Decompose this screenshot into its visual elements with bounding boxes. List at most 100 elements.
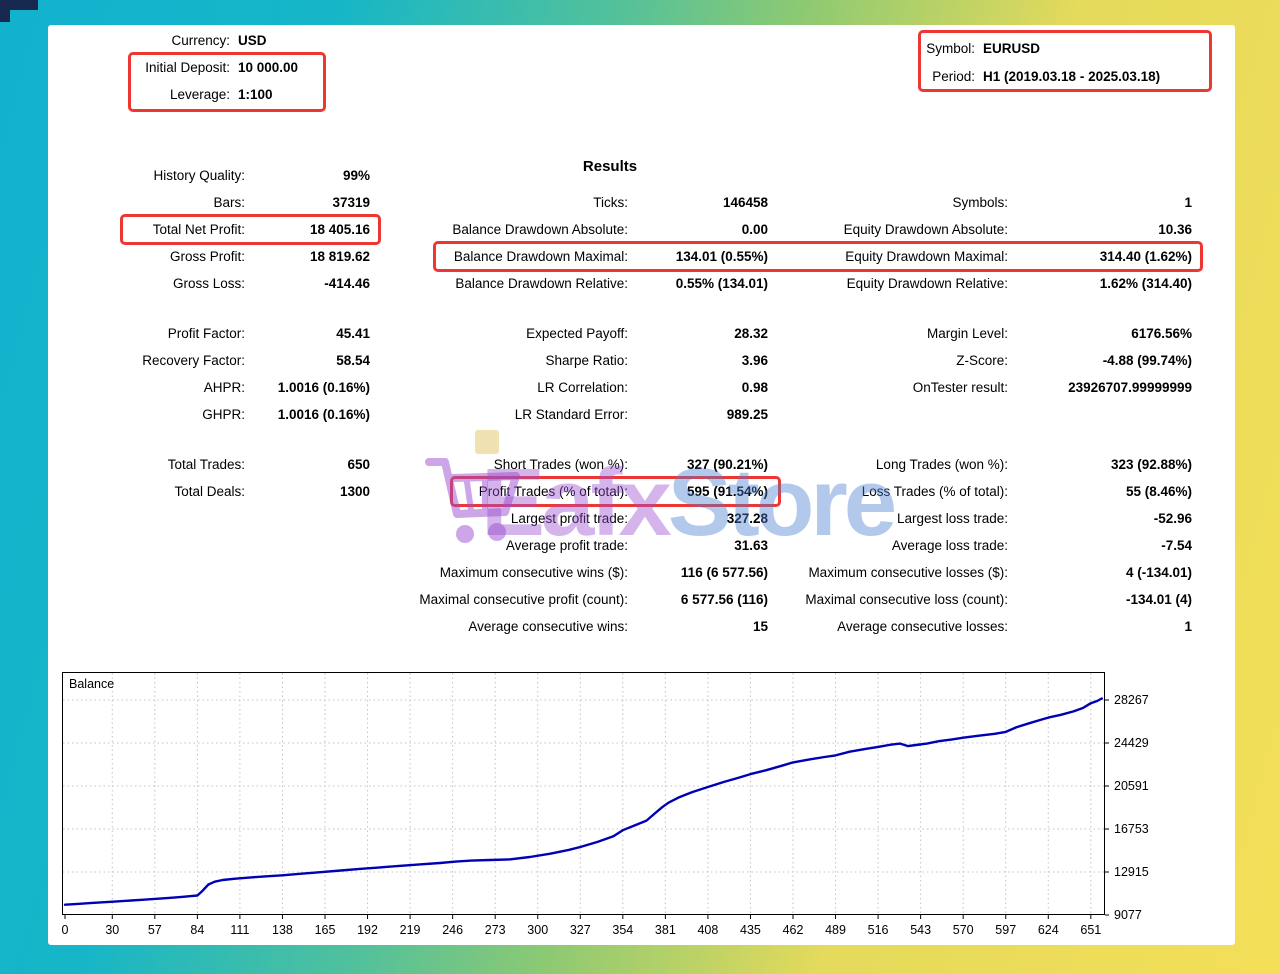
stat-label: Short Trades (won %): xyxy=(493,457,628,472)
stat-value: 1 xyxy=(1184,619,1192,634)
stat-label: OnTester result: xyxy=(912,380,1008,395)
stat-label: AHPR: xyxy=(203,380,245,395)
stat-label: Total Deals: xyxy=(174,484,245,499)
stat-label: Largest profit trade: xyxy=(510,511,628,526)
svg-text:0: 0 xyxy=(62,923,69,937)
stat-value: 6 577.56 (116) xyxy=(680,592,768,607)
stat-label: Long Trades (won %): xyxy=(875,457,1008,472)
stat-value: 58.54 xyxy=(336,353,370,368)
stats-row: Profit Factor: 45.41 Expected Payoff: 28.32… xyxy=(48,320,1235,347)
stat-label: Expected Payoff: xyxy=(526,326,628,341)
currency-value: USD xyxy=(238,33,267,48)
stat-value: 4 (-134.01) xyxy=(1125,565,1192,580)
stat-label: Equity Drawdown Maximal: xyxy=(845,249,1008,264)
stats-row: History Quality: 99% xyxy=(48,162,1235,189)
leverage-label: Leverage: xyxy=(169,87,230,102)
svg-text:273: 273 xyxy=(485,923,506,937)
svg-text:192: 192 xyxy=(357,923,378,937)
stat-label xyxy=(370,162,628,189)
svg-text:84: 84 xyxy=(190,923,204,937)
report-card: Currency: USD Initial Deposit: 10 000.00… xyxy=(48,25,1235,945)
stat-label: Gross Profit: xyxy=(169,249,245,264)
svg-text:543: 543 xyxy=(910,923,931,937)
stat-value: 31.63 xyxy=(734,538,768,553)
svg-text:20591: 20591 xyxy=(1114,779,1149,793)
stat-value: 1.0016 (0.16%) xyxy=(277,380,370,395)
symbol-value: EURUSD xyxy=(983,41,1041,56)
stat-value: 989.25 xyxy=(726,407,768,422)
stats-row: Largest profit trade: 327.28 Largest loss … xyxy=(48,505,1235,532)
stat-label xyxy=(48,613,245,640)
period-row: Period: H1 (2019.03.18 - 2025.03.18) xyxy=(748,63,1235,91)
initial-deposit-label: Initial Deposit: xyxy=(145,60,230,75)
stat-label xyxy=(48,505,245,532)
stat-value: 10.36 xyxy=(1158,222,1192,237)
stat-value: 28.32 xyxy=(734,326,768,341)
corner-decoration xyxy=(0,0,10,22)
leverage-value: 1:100 xyxy=(238,87,273,102)
stat-label: Total Trades: xyxy=(167,457,245,472)
chart-title: Balance xyxy=(69,677,114,691)
balance-chart: 0 30 57 84 111 138 165 192 219 246 273 300 327 354 381… xyxy=(62,672,1227,944)
stat-value: 3.96 xyxy=(741,353,768,368)
stat-value: 146458 xyxy=(722,195,768,210)
stats-row: Bars: 37319 Ticks: 146458 Symbols: 1 xyxy=(48,189,1235,216)
svg-text:9077: 9077 xyxy=(1114,908,1142,922)
stat-label: Balance Drawdown Maximal: xyxy=(453,249,628,264)
stat-value: 23926707.99999999 xyxy=(1068,380,1192,395)
stat-value: 99% xyxy=(342,168,370,183)
highlight-box xyxy=(433,241,1203,272)
stat-value: 18 819.62 xyxy=(309,249,370,264)
svg-text:435: 435 xyxy=(740,923,761,937)
svg-text:246: 246 xyxy=(442,923,463,937)
stat-value: 327.28 xyxy=(726,511,768,526)
account-info-block: Currency: USD Initial Deposit: 10 000.00… xyxy=(48,27,448,108)
balance-chart-svg: 0 30 57 84 111 138 165 192 219 246 273 300 327 354 381… xyxy=(62,672,1149,937)
stat-value: 37319 xyxy=(332,195,370,210)
svg-text:138: 138 xyxy=(272,923,293,937)
stats-row: Total Trades: 650 Short Trades (won %): 327… xyxy=(48,451,1235,478)
stats-block: Profit Factor: 45.41 Expected Payoff: 28.32… xyxy=(48,320,1235,428)
stat-label xyxy=(48,586,245,613)
stat-label: Maximum consecutive wins ($): xyxy=(439,565,628,580)
stat-value: 55 (8.46%) xyxy=(1125,484,1192,499)
stat-value: -414.46 xyxy=(324,276,370,291)
stats-row: Gross Loss: -414.46 Balance Drawdown Relat… xyxy=(48,270,1235,297)
stats-row: Average profit trade: 31.63 Average loss t… xyxy=(48,532,1235,559)
svg-text:24429: 24429 xyxy=(1114,736,1149,750)
svg-text:489: 489 xyxy=(825,923,846,937)
symbol-info-block: Symbol: EURUSD Period: H1 (2019.03.18 - … xyxy=(748,35,1235,91)
stat-label: Balance Drawdown Absolute: xyxy=(452,222,628,237)
stat-label xyxy=(48,532,245,559)
stat-label: Average consecutive losses: xyxy=(837,619,1008,634)
stat-label: Average loss trade: xyxy=(891,538,1008,553)
initial-deposit-value: 10 000.00 xyxy=(238,60,299,75)
initial-deposit-row: Initial Deposit: 10 000.00 xyxy=(48,54,448,81)
results-stats-table: History Quality: 99% Bars: 37319 Ticks: 14645… xyxy=(48,162,1235,663)
stat-label: Ticks: xyxy=(593,195,628,210)
svg-text:165: 165 xyxy=(315,923,336,937)
stats-row: Recovery Factor: 58.54 Sharpe Ratio: 3.96 Z-… xyxy=(48,347,1235,374)
stats-row: Maximal consecutive profit (count): 6 577… xyxy=(48,586,1235,613)
stat-value xyxy=(628,162,768,189)
stats-row: Average consecutive wins: 15 Average conse… xyxy=(48,613,1235,640)
stat-label: LR Standard Error: xyxy=(514,407,628,422)
stat-label: Maximum consecutive losses ($): xyxy=(808,565,1008,580)
stats-row: GHPR: 1.0016 (0.16%) LR Standard Error: 989… xyxy=(48,401,1235,428)
stat-value: 0.00 xyxy=(741,222,768,237)
svg-text:111: 111 xyxy=(230,923,249,937)
svg-text:381: 381 xyxy=(655,923,676,937)
stat-value: 6176.56% xyxy=(1131,326,1192,341)
svg-text:12915: 12915 xyxy=(1114,865,1149,879)
stat-value: -52.96 xyxy=(1153,511,1192,526)
stat-value xyxy=(245,613,370,640)
stat-value: 1.0016 (0.16%) xyxy=(277,407,370,422)
svg-text:30: 30 xyxy=(105,923,119,937)
svg-text:354: 354 xyxy=(612,923,633,937)
highlight-box xyxy=(120,214,381,245)
results-title: Results xyxy=(582,158,638,175)
leverage-row: Leverage: 1:100 xyxy=(48,81,448,108)
symbol-label: Symbol: xyxy=(926,41,975,56)
svg-text:651: 651 xyxy=(1080,923,1101,937)
stat-value xyxy=(1008,162,1192,189)
